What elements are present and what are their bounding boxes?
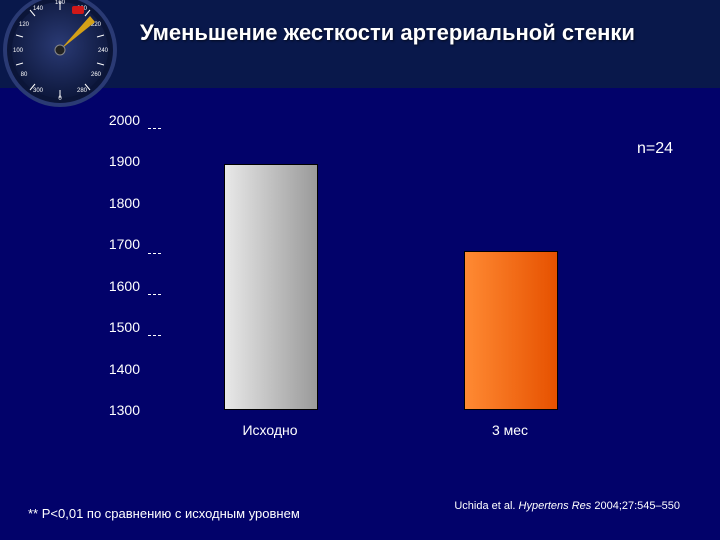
svg-text:300: 300 — [33, 88, 44, 94]
slide-root: 140 160 200 120 220 100 240 0 260 80 280… — [0, 0, 720, 540]
citation: Uchida et al. Hypertens Res 2004;27:545–… — [454, 500, 680, 512]
plot-area — [150, 120, 630, 410]
y-tick-mark — [148, 120, 163, 138]
sample-size-annotation: n=24 — [630, 140, 680, 158]
y-tick-label: 1700 — [70, 236, 140, 252]
footnote-prefix: ** — [28, 506, 42, 521]
svg-text:160: 160 — [55, 0, 66, 6]
y-tick-label: 1500 — [70, 319, 140, 335]
category-label: Исходно — [242, 422, 297, 438]
y-tick-mark — [148, 286, 163, 304]
svg-text:120: 120 — [19, 22, 30, 28]
gauge-icon: 140 160 200 120 220 100 240 0 260 80 280… — [0, 0, 120, 110]
footnote: ** P<0,01 по сравнению с исходным уровне… — [28, 506, 300, 522]
svg-text:240: 240 — [98, 48, 109, 54]
y-tick-mark — [148, 327, 163, 345]
svg-text:100: 100 — [13, 48, 24, 54]
y-tick-label: 1900 — [70, 153, 140, 169]
svg-text:280: 280 — [77, 88, 88, 94]
bar-chart: 1300 1400 1500 1600 1700 1800 1900 2000 Исходно 3… — [70, 110, 630, 450]
bar — [224, 164, 317, 410]
svg-text:140: 140 — [33, 6, 44, 12]
y-tick-label: 1800 — [70, 195, 140, 211]
slide-title: Уменьшение жесткости артериальной стенки — [140, 20, 700, 46]
svg-text:260: 260 — [91, 72, 102, 78]
citation-author: Uchida et al. — [454, 500, 518, 512]
y-tick-label: 1300 — [70, 402, 140, 418]
y-tick-label: 2000 — [70, 112, 140, 128]
y-tick-label: 1400 — [70, 361, 140, 377]
category-label: 3 мес — [492, 422, 528, 438]
footnote-text: P<0,01 по сравнению с исходным уровнем — [42, 506, 300, 521]
y-tick-label: 1600 — [70, 278, 140, 294]
svg-text:80: 80 — [21, 72, 28, 78]
citation-journal: Hypertens Res — [519, 500, 592, 512]
y-tick-mark — [148, 244, 163, 262]
citation-rest: 2004;27:545–550 — [591, 500, 680, 512]
bar — [464, 251, 557, 410]
